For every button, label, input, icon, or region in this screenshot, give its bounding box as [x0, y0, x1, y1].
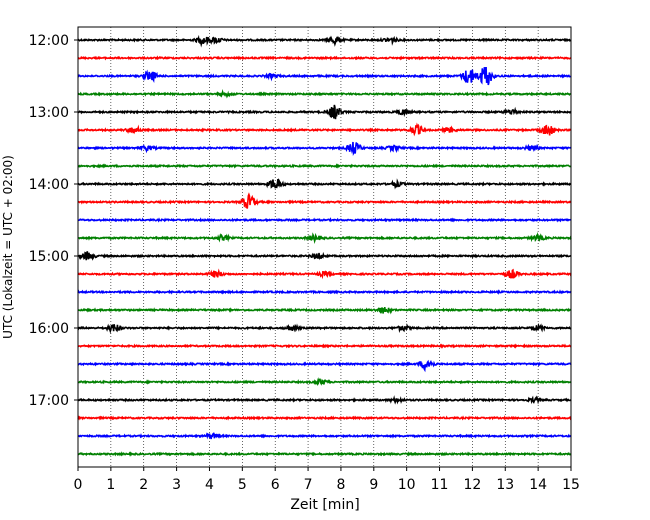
seismic-trace-17:30 [77, 432, 572, 440]
x-tick-label: 6 [271, 477, 280, 493]
seismic-trace-12:45 [77, 88, 572, 99]
x-tick-label: 5 [238, 477, 247, 493]
x-tick-label: 7 [304, 477, 313, 493]
seismic-trace-15:45 [77, 307, 572, 315]
y-tick-label: 15:00 [29, 249, 69, 265]
x-tick-label: 11 [431, 477, 449, 493]
seismic-trace-12:00 [77, 34, 572, 48]
seismic-trace-16:45 [77, 377, 572, 387]
seismic-trace-17:00 [77, 395, 572, 405]
seismic-trace-14:00 [77, 177, 572, 190]
grid-lines [110, 27, 539, 467]
seismic-traces [77, 34, 572, 457]
x-tick-label: 14 [529, 477, 547, 493]
y-axis-ticks: 12:00 13:00 14:00 15:00 16:00 17:00 [29, 33, 78, 409]
y-tick-label: 14:00 [29, 177, 69, 193]
x-tick-label: 1 [106, 477, 115, 493]
seismic-trace-12:30 [77, 66, 572, 86]
y-axis-label: UTC (Lokalzeit = UTC + 02:00) [1, 155, 15, 339]
x-tick-label: 12 [463, 477, 481, 493]
seismic-trace-17:45 [77, 451, 572, 457]
seismic-trace-14:15 [77, 192, 572, 209]
seismic-trace-13:00 [77, 104, 572, 120]
x-tick-label: 10 [398, 477, 416, 493]
y-tick-label: 16:00 [29, 321, 69, 337]
x-tick-label: 13 [496, 477, 514, 493]
seismic-trace-13:30 [77, 141, 572, 157]
y-tick-label: 13:00 [29, 105, 69, 121]
seismic-trace-14:30 [77, 217, 572, 223]
x-tick-label: 8 [336, 477, 345, 493]
seismic-trace-15:00 [77, 251, 572, 261]
x-tick-label: 4 [205, 477, 214, 493]
x-axis-label: Zeit [min] [290, 497, 359, 513]
seismic-trace-15:15 [77, 268, 572, 280]
x-tick-label: 3 [172, 477, 181, 493]
seismic-trace-13:15 [77, 122, 572, 137]
seismic-trace-16:00 [77, 322, 572, 334]
seismic-trace-14:45 [77, 231, 572, 245]
x-axis-ticks: 0 1 2 3 4 5 6 7 8 9 10 11 12 13 14 15 [74, 467, 580, 493]
seismic-trace-16:15 [77, 343, 572, 349]
seismic-trace-15:30 [77, 289, 572, 295]
seismic-trace-17:15 [77, 415, 572, 421]
seismic-trace-13:45 [77, 163, 572, 169]
seismic-trace-16:30 [77, 359, 572, 373]
plot-frame [77, 26, 572, 468]
x-tick-label: 9 [369, 477, 378, 493]
seismic-trace-12:15 [77, 55, 572, 61]
x-tick-label: 15 [562, 477, 580, 493]
y-tick-label: 17:00 [29, 393, 69, 409]
y-tick-label: 12:00 [29, 33, 69, 49]
x-tick-label: 0 [74, 477, 83, 493]
x-tick-label: 2 [139, 477, 148, 493]
